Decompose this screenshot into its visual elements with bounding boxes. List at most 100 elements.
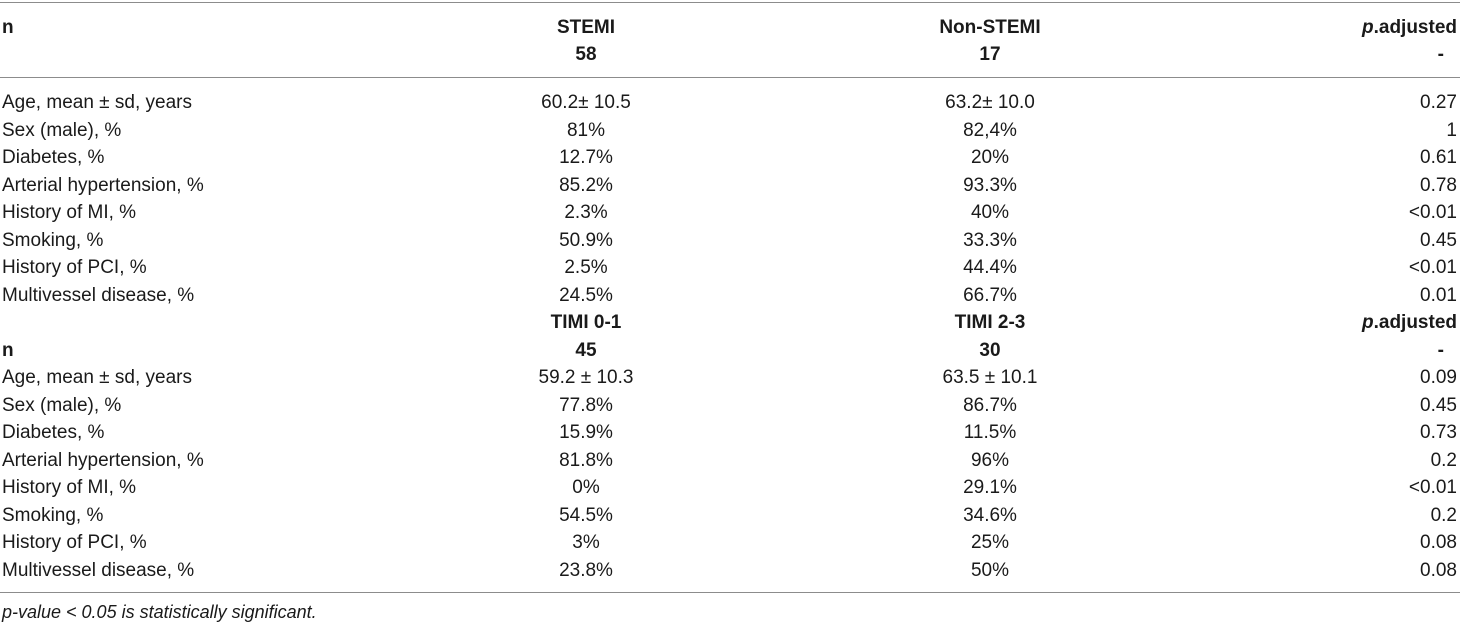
table-row: Age, mean ± sd, years 60.2± 10.5 63.2± 1… [0,89,1460,117]
p-value: 0.45 [1420,394,1457,416]
p-value: <0.01 [1408,257,1457,278]
row-label: Multivessel disease, % [2,284,195,306]
header-p-adjusted: p.adjusted [1362,14,1457,41]
table-row: Smoking, % 54.5% 34.6% 0.2 [0,502,1460,530]
table-row: Sex (male), % 81% 82,4% 1 [0,117,1460,145]
header-nonstemi-n: 17 [979,44,1001,65]
row-label: Age, mean ± sd, years [2,367,192,388]
p-value: 0.73 [1420,422,1457,443]
table-bottom-rule [0,592,1460,593]
timi23-value: 63.5 ± 10.1 [942,367,1038,388]
table-row: Arterial hypertension, % 81.8% 96% 0.2 [0,447,1460,475]
header-stemi-title: STEMI [556,17,616,38]
table-row: Arterial hypertension, % 85.2% 93.3% 0.7… [0,172,1460,200]
row-label: Age, mean ± sd, years [2,92,192,113]
stemi-value: 81% [566,119,606,141]
header-rule [0,77,1460,78]
row-label: History of MI, % [2,477,137,498]
p-value: 0.2 [1430,449,1457,471]
p-value: <0.01 [1408,202,1457,223]
subheader-n-label: n [2,340,14,361]
p-value: 0.09 [1420,367,1457,388]
timi01-value: 59.2 ± 10.3 [538,367,634,388]
timi23-value: 11.5% [963,422,1017,443]
p-value: 0.01 [1420,284,1457,306]
subheader-timi01-title: TIMI 0-1 [550,312,622,333]
table-row: Diabetes, % 15.9% 11.5% 0.73 [0,419,1460,447]
stemi-value: 24.5% [559,284,613,306]
table-row: Multivessel disease, % 23.8% 50% 0.08 [0,557,1460,585]
p-value: 0.78 [1420,174,1457,196]
stemi-value: 2.3% [564,202,608,223]
timi01-value: 81.8% [559,449,613,471]
p-value: 0.2 [1430,504,1457,526]
p-value: 1 [1446,119,1457,141]
timi23-value: 34.6% [963,504,1017,526]
p-value: 0.27 [1420,92,1457,113]
table-row: Sex (male), % 77.8% 86.7% 0.45 [0,392,1460,420]
stemi-value: 50.9% [559,229,613,251]
table-row: Diabetes, % 12.7% 20% 0.61 [0,144,1460,172]
p-italic: p [1361,17,1374,38]
timi01-value: 54.5% [559,504,613,526]
table-row: Multivessel disease, % 24.5% 66.7% 0.01 [0,282,1460,310]
timi01-value: 77.8% [559,394,613,416]
row-label: Diabetes, % [2,147,105,168]
nonstemi-value: 93.3% [963,174,1017,196]
nonstemi-value: 82,4% [963,119,1017,141]
header-n-label: n [2,17,14,38]
row-label: Arterial hypertension, % [2,449,204,471]
header-nonstemi-title: Non-STEMI [939,17,1041,38]
stemi-value: 12.7% [559,147,613,168]
timi23-value: 25% [970,532,1010,553]
table-row: History of MI, % 2.3% 40% <0.01 [0,199,1460,227]
header-stemi-n: 58 [575,44,597,65]
timi23-value: 50% [970,559,1010,581]
subheader-p-adjusted: p.adjusted [1362,309,1457,336]
p-value: 0.45 [1420,229,1457,251]
nonstemi-value: 40% [970,202,1010,223]
subheader-timi23-title: TIMI 2-3 [954,312,1026,333]
timi23-value: 86.7% [963,394,1017,416]
p-value: <0.01 [1408,477,1457,498]
row-label: Multivessel disease, % [2,559,195,581]
nonstemi-value: 63.2± 10.0 [945,92,1035,113]
nonstemi-value: 33.3% [963,229,1017,251]
row-label: History of MI, % [2,202,137,223]
row-label: Smoking, % [2,229,104,251]
nonstemi-value: 20% [970,147,1010,168]
row-label: Smoking, % [2,504,104,526]
timi01-value: 23.8% [559,559,613,581]
subheader-timi23-n: 30 [979,340,1001,361]
table-row: History of PCI, % 2.5% 44.4% <0.01 [0,254,1460,282]
timi23-value: 29.1% [963,477,1017,498]
p-value: 0.08 [1420,532,1457,553]
p-value: 0.61 [1420,147,1457,168]
table-footnote: p-value < 0.05 is statistically signific… [2,602,317,622]
table-row: Smoking, % 50.9% 33.3% 0.45 [0,227,1460,255]
stemi-value: 85.2% [559,174,613,196]
stemi-value: 60.2± 10.5 [541,92,631,113]
table-row: History of MI, % 0% 29.1% <0.01 [0,474,1460,502]
timi01-value: 15.9% [559,422,613,443]
row-label: History of PCI, % [2,532,147,553]
subheader-timi01-n: 45 [575,340,597,361]
p-adjusted-suffix: .adjusted [1373,312,1457,333]
row-label: Sex (male), % [2,394,122,416]
header-p-dash: - [1437,44,1444,65]
table-top-rule [0,2,1460,3]
subheader-p-dash: - [1437,340,1444,361]
nonstemi-value: 66.7% [963,284,1017,306]
timi01-value: 3% [572,532,600,553]
stemi-value: 2.5% [564,257,608,278]
timi23-value: 96% [970,449,1010,471]
row-label: Sex (male), % [2,119,122,141]
row-label: Arterial hypertension, % [2,174,204,196]
table-row: History of PCI, % 3% 25% 0.08 [0,529,1460,557]
p-italic: p [1361,312,1374,333]
nonstemi-value: 44.4% [963,257,1017,278]
timi01-value: 0% [572,477,600,498]
p-adjusted-suffix: .adjusted [1373,17,1457,38]
table-row: Age, mean ± sd, years 59.2 ± 10.3 63.5 ±… [0,364,1460,392]
row-label: History of PCI, % [2,257,147,278]
